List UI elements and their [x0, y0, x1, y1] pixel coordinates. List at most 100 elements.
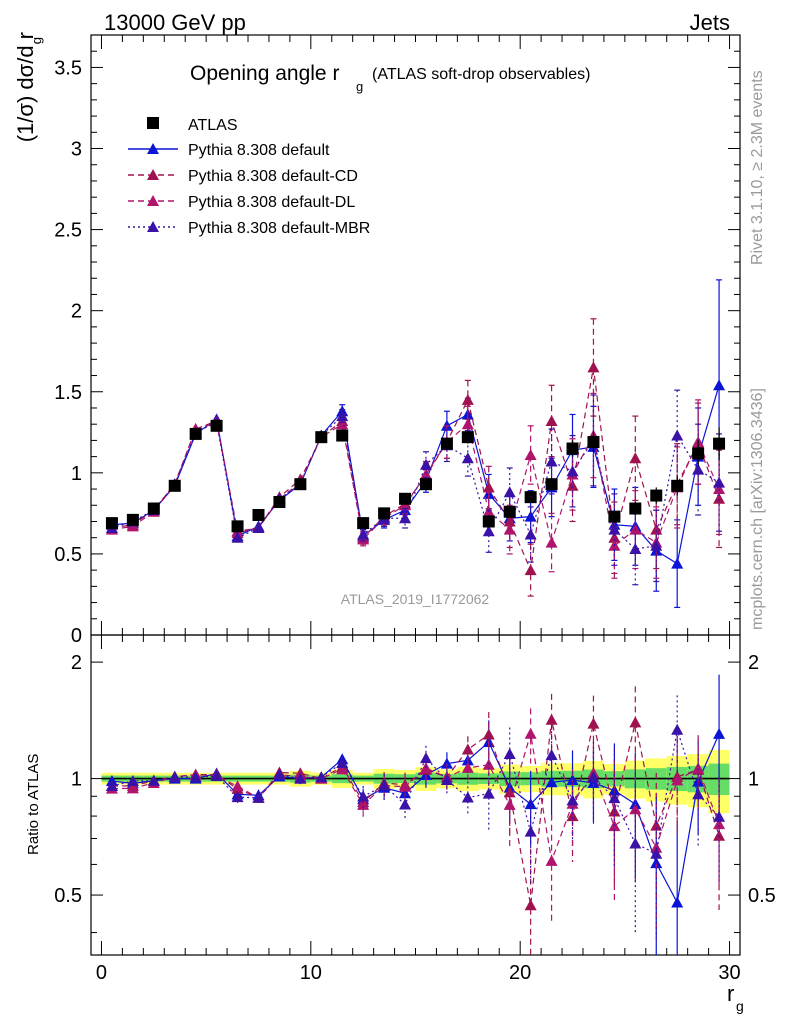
marker-atlas: [461, 431, 474, 444]
marker-mbr: [482, 525, 495, 537]
legend-item-dl: Pythia 8.308 default-DL: [128, 194, 355, 211]
series-line-cd: [111, 367, 720, 573]
marker-atlas: [336, 429, 349, 442]
ratio-line-default: [111, 733, 720, 905]
ratio-series-mbr: [105, 695, 726, 940]
ratio-marker-default: [566, 774, 579, 786]
marker-atlas: [692, 447, 705, 460]
legend-marker-atlas: [147, 117, 159, 129]
ratio-marker-mbr: [231, 791, 244, 803]
main-series: [105, 279, 726, 609]
marker-cd: [461, 393, 474, 405]
marker-atlas: [545, 478, 558, 491]
marker-atlas: [650, 489, 663, 502]
ratio-y-tick-label-right: 0.5: [748, 885, 776, 907]
ratio-marker-mbr: [378, 779, 391, 791]
marker-dl: [524, 449, 537, 460]
marker-cd: [587, 361, 600, 373]
ratio-series-dl: [105, 708, 726, 930]
marker-atlas: [440, 437, 453, 450]
ratio-marker-dl: [231, 780, 244, 792]
ratio-marker-mbr: [252, 791, 265, 803]
ratio-marker-dl: [461, 761, 474, 773]
ratio-marker-mbr: [357, 790, 370, 802]
ratio-marker-mbr: [419, 752, 432, 764]
marker-mbr: [545, 455, 558, 467]
ratio-marker-dl: [545, 854, 558, 866]
marker-atlas: [273, 496, 286, 509]
ratio-y-tick-label: 1: [71, 769, 82, 791]
ratio-marker-mbr: [273, 768, 286, 780]
main-y-tick-label: 2.5: [54, 220, 82, 242]
marker-dl: [713, 483, 726, 495]
xlabel-sub: g: [736, 998, 744, 1014]
main-y-tick-label: 1: [71, 463, 82, 485]
marker-mbr: [629, 543, 642, 555]
marker-mbr: [650, 539, 663, 551]
ratio-marker-default: [440, 757, 453, 769]
ratio-marker-dl: [399, 780, 412, 792]
ratio-marker-mbr: [545, 749, 558, 761]
ratio-marker-mbr: [336, 756, 349, 768]
ratio-marker-dl: [503, 798, 516, 810]
marker-default: [524, 510, 537, 522]
series-line-dl: [111, 421, 720, 547]
marker-mbr: [503, 486, 516, 498]
ylabel-main: (1/σ) dσ/d r: [13, 32, 38, 142]
marker-default: [671, 557, 684, 569]
main-y-tick-label: 2: [71, 301, 82, 323]
plot-title: Opening angle r: [190, 62, 339, 85]
ratio-y-tick-label-right: 1: [748, 769, 759, 791]
ratio-marker-dl: [524, 727, 537, 739]
ratio-marker-dl: [692, 762, 705, 774]
marker-mbr: [713, 476, 726, 488]
marker-cd: [524, 564, 537, 576]
marker-cd: [545, 414, 558, 426]
ratio-marker-mbr: [503, 747, 516, 759]
main-y-tick-label: 0.5: [54, 544, 82, 566]
ratio-marker-mbr: [189, 771, 202, 783]
ratio-marker-cd: [545, 713, 558, 725]
ratio-marker-mbr: [524, 825, 537, 837]
marker-mbr: [336, 410, 349, 422]
ratio-marker-dl: [629, 803, 642, 815]
ratio-line-mbr: [111, 729, 720, 855]
legend-marker-mbr: [147, 221, 159, 232]
ratio-marker-cd: [524, 899, 537, 911]
ratio-marker-mbr: [399, 798, 412, 810]
plot-title-sub: g: [356, 79, 363, 94]
marker-atlas: [503, 505, 516, 518]
ratio-marker-mbr: [294, 772, 307, 784]
ratio-marker-default: [671, 896, 684, 908]
marker-atlas: [252, 509, 265, 521]
marker-atlas: [357, 517, 370, 530]
ratio-marker-dl: [713, 818, 726, 830]
header-right: Jets: [690, 10, 730, 35]
marker-atlas: [482, 515, 495, 528]
ratio-marker-default: [524, 798, 537, 810]
ratio-marker-dl: [336, 763, 349, 775]
ratio-marker-mbr: [461, 791, 474, 803]
ratio-y-tick-label-right: 2: [748, 652, 759, 674]
x-tick-label: 10: [300, 962, 322, 984]
marker-atlas: [671, 479, 684, 492]
main-y-tick-label: 3.5: [54, 57, 82, 79]
marker-cd: [482, 481, 495, 493]
marker-cd: [566, 479, 579, 491]
legend-label-dl: Pythia 8.308 default-DL: [188, 194, 355, 211]
main-ylabel: (1/σ) dσ/d r g: [13, 32, 44, 142]
marker-atlas: [566, 442, 579, 455]
marker-atlas: [315, 431, 328, 444]
series-atlas: [105, 419, 726, 533]
ratio-marker-mbr: [629, 837, 642, 849]
ratio-marker-mbr: [126, 774, 139, 786]
marker-dl: [461, 418, 474, 430]
legend-label-cd: Pythia 8.308 default-CD: [188, 168, 358, 185]
marker-mbr: [608, 523, 621, 535]
svg-text:(1/σ) dσ/d r: (1/σ) dσ/d r: [13, 32, 38, 142]
series-line-mbr: [111, 414, 720, 550]
marker-atlas: [713, 437, 726, 450]
legend-marker-cd: [147, 169, 159, 180]
marker-mbr: [566, 465, 579, 477]
